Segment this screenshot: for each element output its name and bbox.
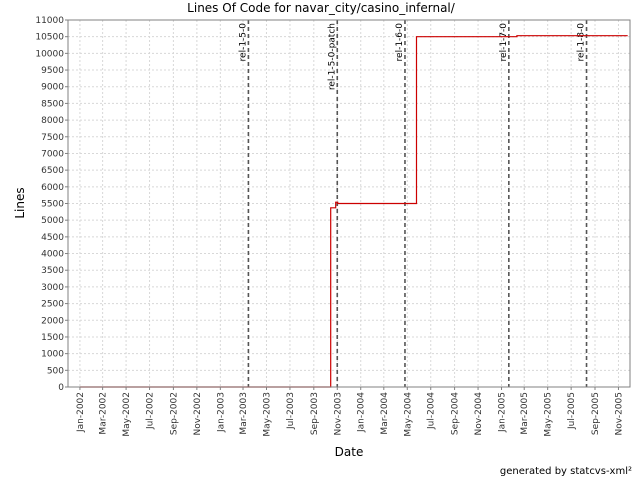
chart-title: Lines Of Code for navar_city/casino_infe… [187,1,456,15]
y-tick-label: 6000 [41,183,64,193]
release-marker-label: rel-1-5-0-patch [327,23,337,90]
y-tick-label: 1500 [41,333,64,343]
x-tick-label: May-2005 [544,392,554,437]
y-tick-label: 500 [47,366,64,376]
x-tick-label: May-2003 [262,392,272,437]
x-axis-label: Date [335,445,364,459]
y-tick-label: 1000 [41,350,64,360]
x-tick-label: Sep-2003 [310,392,320,435]
x-tick-label: Jul-2003 [286,392,296,430]
release-marker-label: rel-1-6-0 [395,23,405,62]
y-axis-label: Lines [13,187,27,218]
y-tick-label: 6500 [41,166,64,176]
x-tick-label: May-2004 [403,392,413,437]
release-marker-label: rel-1-7-0 [499,23,509,62]
y-tick-label: 10000 [35,49,64,59]
x-tick-label: Sep-2004 [451,392,461,435]
y-tick-label: 0 [58,383,64,393]
x-tick-label: Nov-2002 [193,392,203,435]
x-tick-label: Mar-2004 [380,392,390,435]
x-tick-label: Jul-2002 [146,392,156,430]
series-layer [79,35,628,388]
release-marker-label: rel-1-8-0 [577,23,587,62]
y-tick-label: 3000 [41,283,64,293]
x-axis-ticks: Jan-2002 Mar-2002 May-2002 Jul-2002 Sep-2002… [76,387,624,437]
x-tick-label: Mar-2002 [99,392,109,435]
y-tick-label: 9500 [41,66,64,76]
y-tick-label: 8000 [41,116,64,126]
x-tick-label: Nov-2004 [474,392,484,436]
y-tick-label: 3500 [41,266,64,276]
y-tick-label: 5000 [41,216,64,226]
y-tick-label: 2000 [41,316,64,326]
loc-series-line [79,35,628,388]
y-tick-label: 10500 [35,33,64,43]
y-tick-label: 7500 [41,133,64,143]
y-tick-label: 11000 [35,16,64,26]
x-tick-label: Nov-2005 [614,392,624,435]
generator-credit: generated by statcvs-xml² [500,466,632,477]
x-tick-label: May-2002 [122,392,132,437]
release-marker-label: rel-1-5-0 [238,23,248,62]
x-tick-label: Jul-2005 [567,392,577,430]
y-axis-ticks: 0 500 1000 1500 2000 2500 3000 3500 4000 4500 5000… [35,16,68,393]
x-tick-label: Jul-2004 [427,392,437,430]
x-tick-label: Mar-2005 [520,392,530,435]
x-tick-label: Mar-2003 [239,392,249,435]
y-tick-label: 8500 [41,99,64,109]
y-tick-label: 4000 [41,250,64,260]
x-tick-label: Sep-2005 [591,392,601,435]
x-tick-label: Jan-2002 [76,392,86,433]
x-tick-label: Sep-2002 [169,392,179,435]
y-tick-label: 2500 [41,300,64,310]
y-tick-label: 7000 [41,149,64,159]
y-tick-label: 4500 [41,233,64,243]
x-tick-label: Jan-2003 [216,392,226,433]
y-tick-label: 5500 [41,200,64,210]
x-tick-label: Jan-2005 [498,392,508,433]
y-tick-label: 9000 [41,83,64,93]
x-tick-label: Nov-2003 [333,392,343,435]
x-tick-label: Jan-2004 [357,392,367,433]
